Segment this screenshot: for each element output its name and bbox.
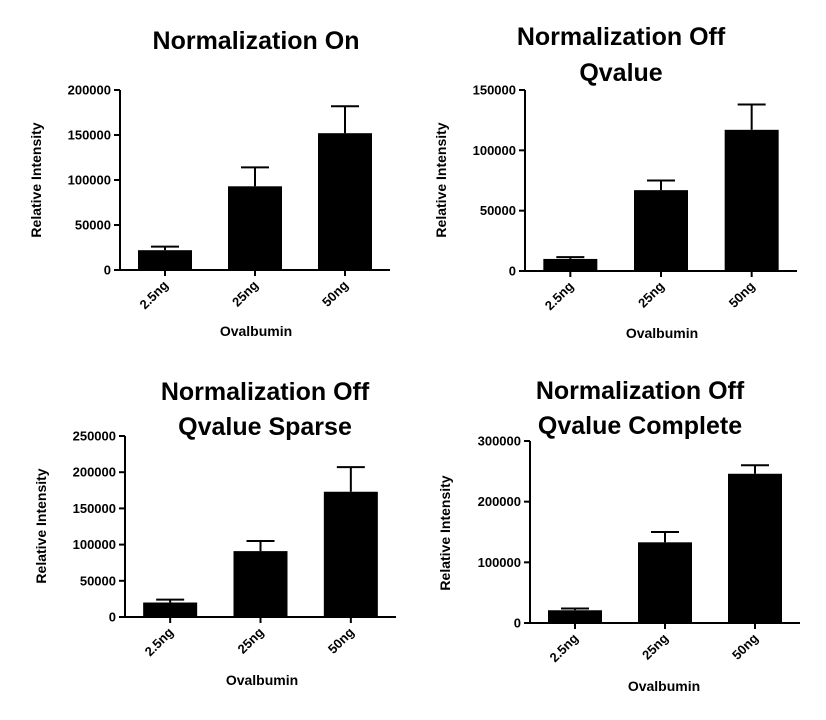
y-axis-label: Relative Intensity [433,122,449,237]
x-tick-label: 2.5ng [142,624,177,659]
bar-50ng [318,133,372,270]
bar-25ng [638,542,692,623]
y-tick-label: 250000 [73,429,116,444]
y-tick-label: 200000 [478,494,521,509]
y-tick-label: 50000 [80,573,116,588]
x-tick-label: 25ng [229,277,261,309]
y-tick-label: 50000 [75,218,111,233]
x-axis-label: Ovalbumin [626,325,698,341]
bar-50ng [724,129,779,271]
x-tick-label: 25ng [639,630,671,662]
chart-title-line: Normalization Off [536,377,745,405]
y-tick-label: 300000 [478,434,521,449]
bar-25ng [228,186,282,270]
y-tick-label: 150000 [68,128,111,143]
x-axis-label: Ovalbumin [220,323,292,339]
bar-2.5ng [543,258,598,271]
x-axis-label: Ovalbumin [226,672,298,688]
x-tick-label: 50ng [325,624,357,656]
chart-title-line: Normalization Off [517,23,726,51]
x-tick-label: 2.5ng [136,277,171,312]
bar-2.5ng [548,610,602,623]
bar-2.5ng [138,250,192,270]
y-tick-label: 50000 [480,203,516,218]
chart-title-line: Qvalue Complete [538,412,742,440]
y-tick-label: 100000 [478,555,521,570]
x-tick-label: 50ng [319,277,351,309]
chart-title-line: Normalization On [153,27,360,55]
y-axis-label: Relative Intensity [28,122,44,237]
y-axis-label: Relative Intensity [437,475,453,590]
chart-title-line: Normalization Off [161,378,370,406]
x-tick-label: 25ng [635,278,667,310]
x-tick-label: 2.5ng [542,278,577,313]
chart-title-line: Qvalue Sparse [178,413,352,441]
bar-25ng [233,551,288,617]
chart-panel-4: Normalization Off Qvalue Complete 0 100000 2… [437,377,800,694]
y-tick-label: 200000 [68,83,111,98]
chart-panel-2: Normalization Off Qvalue 0 50000 100000 15000… [433,23,797,341]
bar-50ng [728,473,782,623]
chart-panel-1: Normalization On 0 50000 100000 150000 200000… [28,27,390,339]
y-tick-label: 100000 [73,537,116,552]
bar-2.5ng [143,602,198,617]
x-tick-label: 25ng [235,624,267,656]
bar-25ng [634,190,688,271]
x-tick-label: 2.5ng [546,630,581,665]
x-tick-label: 50ng [729,630,761,662]
y-tick-label: 0 [109,610,116,625]
y-tick-label: 200000 [73,465,116,480]
x-tick-label: 50ng [726,278,758,310]
y-tick-label: 100000 [68,173,111,188]
y-tick-label: 0 [104,263,111,278]
y-tick-label: 0 [509,264,516,279]
bar-50ng [323,491,378,617]
y-tick-label: 0 [514,616,521,631]
x-axis-label: Ovalbumin [628,678,700,694]
y-axis-label: Relative Intensity [33,468,49,583]
y-tick-label: 100000 [473,143,516,158]
chart-panel-3: Normalization Off Qvalue Sparse 0 50000 1000… [33,378,396,688]
y-tick-label: 150000 [473,83,516,98]
chart-title-line: Qvalue [579,59,662,87]
y-tick-label: 150000 [73,501,116,516]
